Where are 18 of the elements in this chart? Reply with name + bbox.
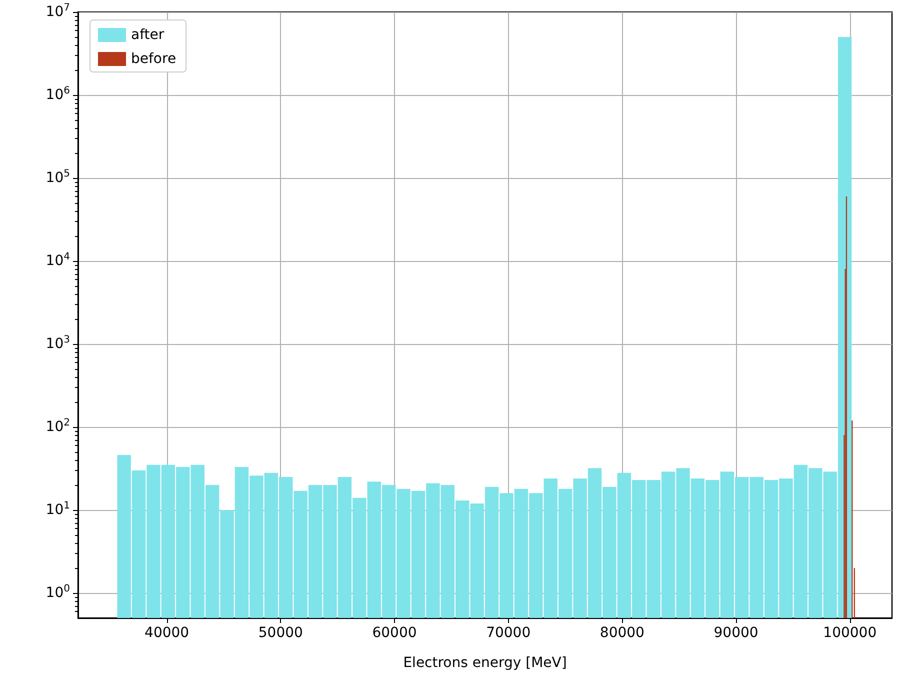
legend-label: before [131, 51, 176, 67]
y-tick-label: 10$^{3}$ [46, 334, 70, 352]
y-tick-label: 10$^{4}$ [46, 251, 70, 269]
legend-label: after [131, 27, 164, 43]
x-tick-label: 50000 [258, 625, 303, 641]
x-tick-label: 40000 [144, 625, 190, 641]
x-axis-title: Electrons energy [MeV] [403, 655, 567, 671]
y-tick-label: 10$^{0}$ [46, 583, 70, 601]
x-tick-label: 70000 [486, 625, 531, 641]
y-tick-label: 10$^{7}$ [46, 2, 70, 20]
y-tick-label: 10$^{2}$ [46, 417, 70, 435]
y-tick-label: 10$^{5}$ [46, 168, 70, 186]
x-tick-label: 90000 [714, 625, 758, 641]
x-tick-label: 100000 [823, 625, 877, 641]
y-tick-label: 10$^{1}$ [46, 500, 70, 518]
x-tick-label: 60000 [372, 625, 417, 641]
x-tick-label: 80000 [600, 625, 644, 641]
y-tick-label: 10$^{6}$ [46, 85, 70, 103]
